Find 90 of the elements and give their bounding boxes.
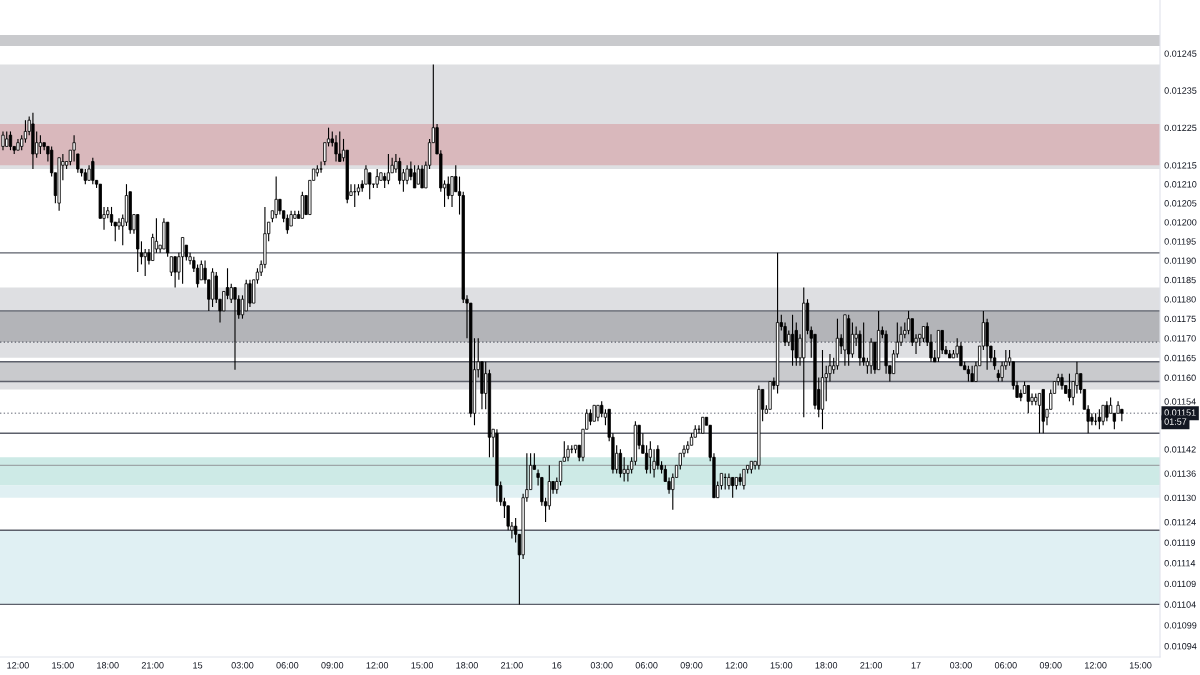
y-tick-label: 0.01136 (1164, 470, 1196, 477)
x-tick-label: 03:00 (590, 662, 613, 669)
candlestick (23, 119, 28, 144)
candlestick (742, 468, 746, 491)
x-tick-label: 06:00 (635, 662, 658, 669)
y-tick-label: 0.01165 (1164, 354, 1196, 362)
y-tick-label: 0.01210 (1164, 181, 1197, 188)
x-tick-label: 15:00 (1129, 662, 1152, 669)
candlestick (450, 176, 454, 208)
y-tick-label: 0.01142 (1164, 446, 1196, 453)
y-tick-label: 0.01130 (1164, 494, 1196, 502)
candlestick (1105, 400, 1109, 422)
candlestick (375, 168, 379, 189)
candlestick (412, 164, 417, 189)
y-tick-label: 0.01195 (1164, 238, 1196, 245)
x-tick-label: 09:00 (680, 662, 703, 669)
x-tick-label: 12:00 (7, 662, 29, 669)
candlestick (416, 164, 420, 185)
candlestick (1075, 361, 1079, 394)
candlestick (117, 217, 121, 231)
candlestick (648, 440, 652, 474)
x-tick-label: 21:00 (141, 662, 164, 669)
y-tick-label: 0.01225 (1164, 124, 1197, 132)
candlestick (1090, 412, 1094, 426)
candlestick (622, 456, 626, 483)
x-tick-label: 03:00 (231, 662, 254, 669)
candlestick (618, 448, 623, 479)
y-tick-label: 0.01109 (1164, 580, 1196, 588)
x-tick-label: 18:00 (456, 662, 478, 669)
x-tick-label: 16 (552, 662, 562, 669)
y-tick-label: 0.01104 (1164, 601, 1196, 608)
candlestick (985, 318, 989, 371)
y-tick-label: 0.01190 (1164, 257, 1196, 264)
x-tick-label: 21:00 (501, 662, 523, 669)
candlestick (91, 157, 95, 185)
x-tick-label: 12:00 (1085, 662, 1107, 669)
y-tick-label: 0.01215 (1164, 162, 1197, 169)
ref-line-label: 0.01151 (1164, 409, 1196, 416)
y-tick-label: 0.01160 (1164, 374, 1196, 381)
y-tick-label: 0.01175 (1164, 315, 1196, 323)
y-tick-label: 0.01245 (1164, 50, 1197, 57)
candlestick (1026, 384, 1030, 414)
candlestick (233, 287, 237, 371)
y-tick-label: 0.01094 (1164, 643, 1197, 650)
x-tick-label: 09:00 (321, 662, 344, 669)
x-tick-label: 15 (193, 662, 203, 669)
candlestick (195, 263, 200, 289)
x-tick-label: 12:00 (366, 662, 389, 669)
candlestick (644, 444, 649, 474)
x-tick-label: 09:00 (1039, 662, 1062, 669)
x-tick-label: 03:00 (949, 662, 972, 669)
candlestick (1, 130, 5, 151)
candlestick (992, 349, 997, 371)
candlestick (420, 164, 424, 189)
x-tick-label: 06:00 (994, 662, 1017, 669)
x-tick-label: 15:00 (52, 662, 74, 669)
x-tick-label: 15:00 (770, 662, 793, 669)
y-tick-label: 0.01205 (1164, 200, 1197, 207)
x-tick-label: 06:00 (276, 662, 299, 669)
candlestick (173, 256, 177, 289)
y-tick-label: 0.01235 (1164, 87, 1197, 94)
candlestick (850, 322, 855, 359)
y-tick-label: 0.01200 (1164, 219, 1197, 226)
y-tick-label: 0.01124 (1164, 519, 1196, 526)
x-tick-label: 18:00 (97, 662, 119, 669)
x-tick-label: 17 (911, 662, 921, 669)
candlestick (959, 341, 963, 367)
candlestick (338, 130, 342, 163)
candlestick (1101, 404, 1105, 426)
text: 01:57 (1164, 418, 1187, 425)
y-tick-label: 0.01154 (1164, 398, 1196, 405)
y-tick-label: 0.01170 (1164, 335, 1196, 342)
candlestick (285, 213, 290, 235)
candlestick (169, 256, 174, 277)
candlestick (248, 279, 252, 308)
y-tick-label: 0.01114 (1164, 560, 1196, 567)
candlestick (558, 460, 563, 487)
candlestick (334, 134, 338, 163)
candlestick (274, 176, 278, 219)
y-tick-label: 0.01099 (1164, 622, 1197, 629)
candlestick (869, 337, 873, 375)
x-tick-label: 12:00 (725, 662, 748, 669)
y-tick-label: 0.01119 (1164, 539, 1196, 546)
x-tick-label: 15:00 (411, 662, 434, 669)
y-tick-label: 0.01180 (1164, 296, 1196, 303)
x-tick-label: 18:00 (815, 662, 838, 669)
candlestick (143, 248, 147, 277)
x-tick-label: 21:00 (860, 662, 883, 669)
y-tick-label: 0.01185 (1164, 276, 1196, 284)
candlestick (940, 329, 944, 355)
